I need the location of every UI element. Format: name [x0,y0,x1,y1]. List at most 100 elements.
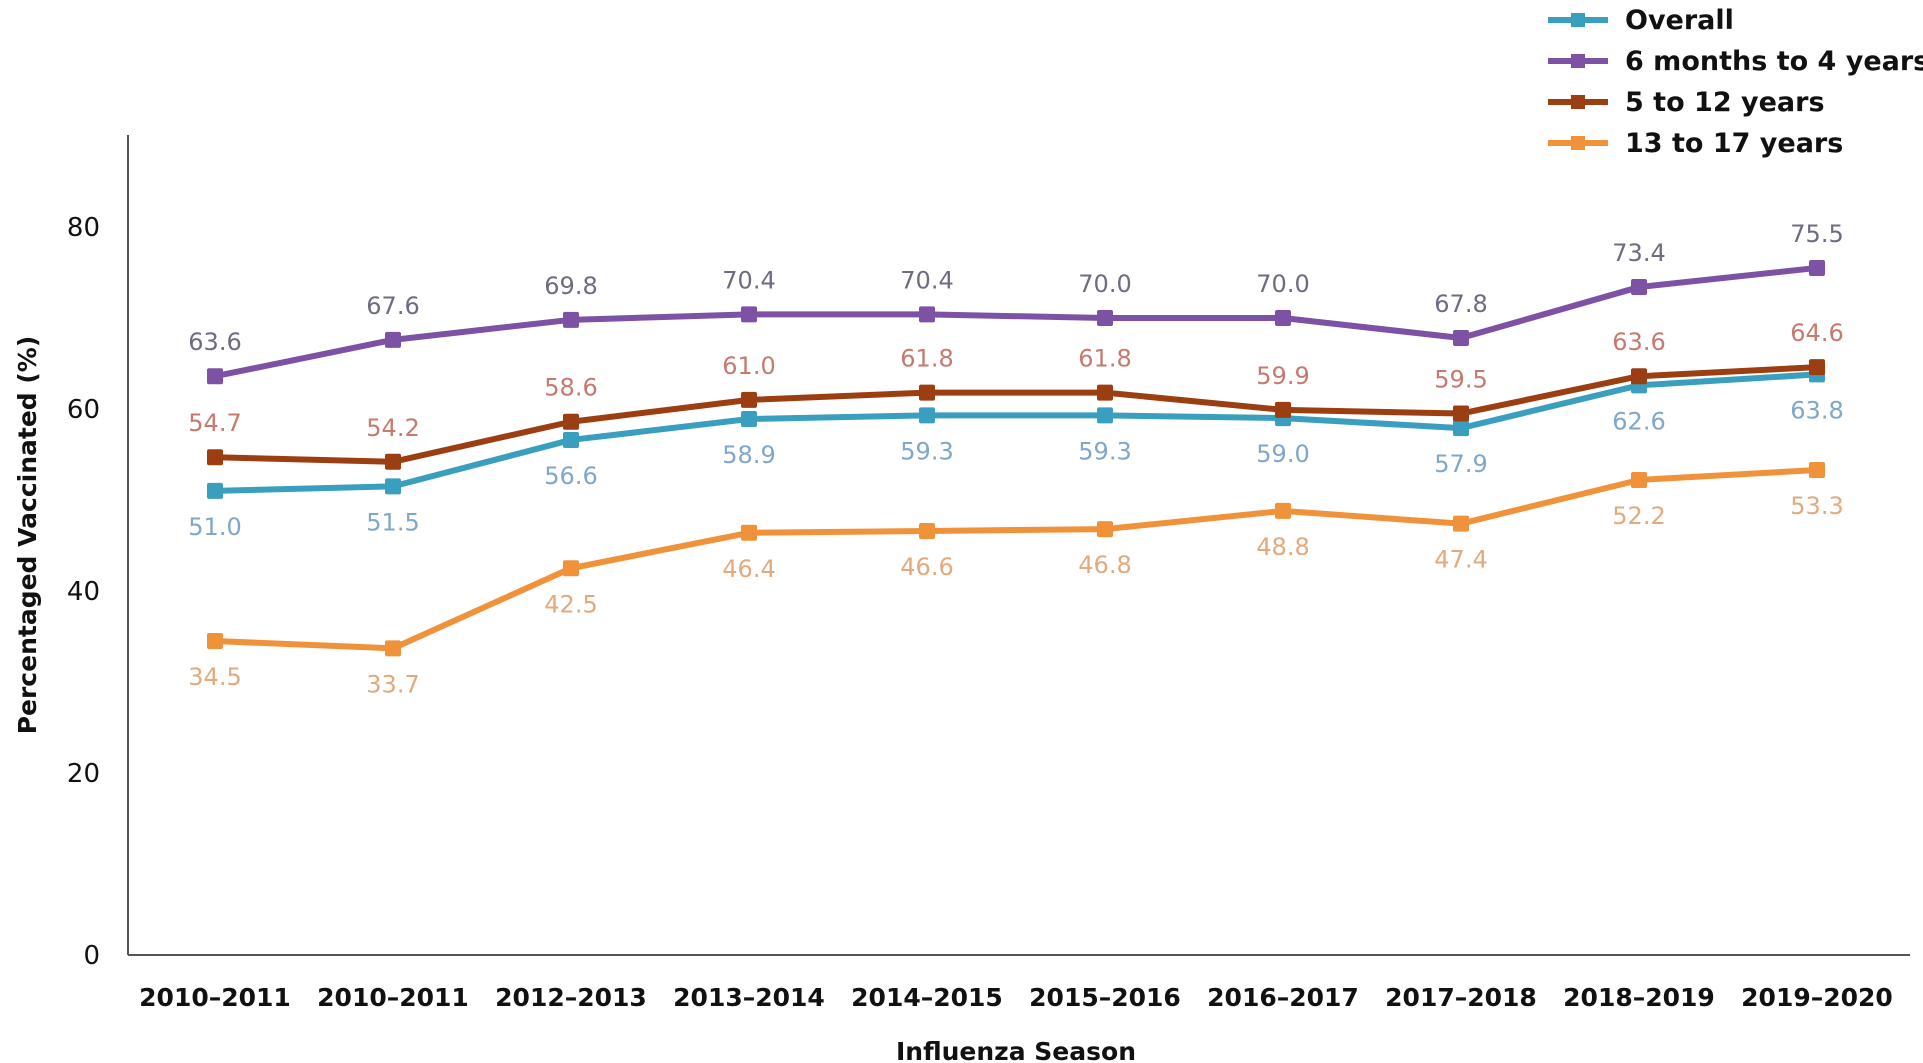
data-label: 51.5 [366,508,419,536]
y-tick-label: 60 [67,395,100,425]
data-label: 59.3 [1078,437,1131,465]
data-point [1097,310,1113,326]
y-tick-labels: 0 20 40 60 80 [67,213,100,971]
y-tick-label: 40 [67,577,100,607]
axes [127,135,1910,956]
data-point [741,524,757,541]
data-label: 52.2 [1612,502,1665,530]
x-tick-label: 2017–2018 [1385,983,1537,1012]
data-point [1275,310,1291,326]
data-label: 59.5 [1434,366,1487,394]
series-line [212,364,1820,465]
x-tick-label: 2010–2011 [139,983,291,1012]
data-label: 75.5 [1790,220,1843,248]
data-label: 64.6 [1790,319,1843,347]
data-point [1097,407,1113,424]
data-point [385,640,401,657]
data-label: 59.3 [900,437,953,465]
data-point [741,306,757,323]
data-point [1631,368,1647,385]
legend-item: 6 months to 4 years [1548,46,1923,77]
data-point [385,453,401,470]
data-point [919,522,935,539]
data-point [1097,384,1113,401]
data-label: 63.6 [188,328,241,356]
data-label: 53.3 [1790,492,1843,520]
legend-item: 5 to 12 years [1548,87,1825,118]
data-point [207,449,223,466]
data-label: 73.4 [1612,239,1665,267]
legend-marker [1571,13,1585,27]
data-point [385,331,401,348]
data-label: 46.6 [900,553,953,581]
x-tick-label: 2012–2013 [495,983,647,1012]
y-axis-title: Percentaged Vaccinated (%) [13,336,42,735]
data-label: 59.9 [1256,362,1309,390]
data-label: 67.6 [366,292,419,320]
data-label: 56.6 [544,462,597,490]
data-point [1453,330,1469,347]
x-tick-label: 2019–2020 [1741,983,1893,1012]
legend-label: Overall [1625,5,1734,36]
data-label: 51.0 [188,513,241,541]
x-axis-title: Influenza Season [896,1037,1136,1063]
data-point [1275,401,1291,418]
data-point [919,384,935,401]
data-point [563,413,579,430]
data-label: 70.4 [900,266,953,294]
data-point [207,482,223,499]
data-point [1097,521,1113,538]
data-label: 61.0 [722,352,775,380]
data-label: 47.4 [1434,546,1487,574]
legend-marker [1571,54,1585,68]
data-point [1453,405,1469,422]
x-tick-label: 2015–2016 [1029,983,1181,1012]
data-point [1631,471,1647,488]
data-label: 54.2 [366,414,419,442]
data-label: 67.8 [1434,290,1487,318]
data-label: 59.0 [1256,440,1309,468]
legend-label: 6 months to 4 years [1625,46,1923,77]
legend-label: 13 to 17 years [1625,128,1843,159]
data-label: 48.8 [1256,533,1309,561]
legend-label: 5 to 12 years [1625,87,1825,118]
data-label: 58.6 [544,374,597,402]
data-label: 70.4 [722,266,775,294]
series-line [212,371,1820,494]
data-label: 46.4 [722,555,775,583]
data-label: 54.7 [188,409,241,437]
data-point [741,391,757,408]
data-label: 63.6 [1612,328,1665,356]
x-tick-label: 2018–2019 [1563,983,1715,1012]
data-label: 57.9 [1434,450,1487,478]
data-point [1453,420,1469,437]
series-2: 54.7 54.2 58.6 61.0 61.8 61.8 59.9 59.5 63.6 64.6 [188,319,1844,470]
data-point [563,431,579,448]
data-label: 46.8 [1078,551,1131,579]
data-label: 62.6 [1612,407,1665,435]
data-point [207,368,223,385]
data-label: 33.7 [366,670,419,698]
data-point [1809,359,1825,376]
data-point [207,633,223,650]
data-label: 61.8 [1078,345,1131,373]
series-0: 51.0 51.5 56.6 58.9 59.3 59.3 59.0 57.9 62.6 63.8 [188,366,1844,541]
series-layer: 51.0 51.5 56.6 58.9 59.3 59.3 59.0 57.9 62.6 63.8… [188,220,1843,698]
data-label: 58.9 [722,441,775,469]
x-tick-label: 2014–2015 [851,983,1003,1012]
series-line [212,264,1820,380]
series-3: 34.5 33.7 42.5 46.4 46.6 46.8 48.8 47.4 52.2 53.3 [188,461,1844,698]
y-tick-label: 0 [83,941,100,971]
data-label: 34.5 [188,663,241,691]
data-point [1631,279,1647,296]
legend-item: 13 to 17 years [1548,128,1843,159]
data-label: 69.8 [544,272,597,300]
legend-item: Overall [1548,5,1734,36]
data-point [1453,515,1469,532]
data-point [741,411,757,428]
data-label: 61.8 [900,345,953,373]
data-point [1809,259,1825,276]
x-tick-label: 2010–2011 [317,983,469,1012]
data-point [385,478,401,495]
